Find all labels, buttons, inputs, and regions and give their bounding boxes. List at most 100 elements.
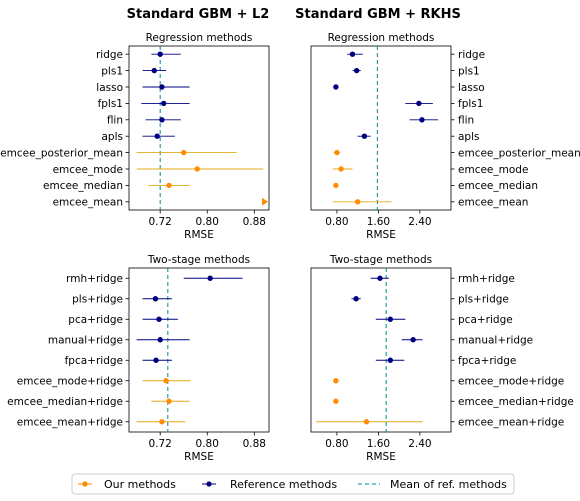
y-tick-label: emcee_mean (458, 197, 528, 209)
data-point (416, 100, 422, 107)
y-tick-label: emcee_median+ridge (7, 396, 123, 408)
panel-title: Two-stage methods (329, 254, 432, 266)
y-tick-label: emcee_median+ridge (458, 396, 574, 408)
y-tick-label: emcee_mean+ridge (458, 417, 564, 429)
data-point (207, 275, 213, 281)
legend-reference-marker (206, 481, 212, 487)
x-tick-label: 1.60 (367, 216, 390, 228)
y-tick-label: emcee_mode+ridge (458, 376, 564, 388)
x-axis-label: RMSE (366, 229, 396, 241)
y-tick-label: emcee_mode+ridge (17, 376, 123, 388)
axes-frame (310, 267, 452, 433)
y-tick-label: pls1 (458, 65, 480, 77)
data-point (151, 67, 157, 74)
x-axis-label: RMSE (184, 451, 214, 463)
panel-bottom-left: Two-stage methods 0.72 0.80 0.88 RMSE rmh+rid… (7, 254, 270, 463)
data-point (153, 357, 159, 363)
y-tick-label: fpls1 (98, 98, 123, 110)
y-tick-label: fpca+ridge (65, 355, 123, 367)
y-tick-label: manual+ridge (48, 335, 123, 347)
x-tick-label: 1.60 (367, 438, 390, 450)
x-axis-label: RMSE (366, 451, 396, 463)
y-tick-label: emcee_mode (458, 164, 528, 176)
panels: Regression methods 0.72 0.80 0.88 RMSE ridge p… (0, 32, 580, 463)
axes-frame (310, 45, 452, 211)
data-point (181, 149, 187, 156)
panel-title: Regression methods (328, 32, 435, 44)
legend-reference-label: Reference methods (230, 478, 337, 491)
data-point (361, 133, 368, 139)
panel-title: Two-stage methods (147, 254, 250, 266)
x-tick-label: 0.80 (196, 216, 219, 228)
y-tick-label: apls (102, 131, 124, 143)
legend-mean-label: Mean of ref. methods (390, 478, 507, 491)
data-point (387, 316, 394, 322)
data-point (157, 337, 163, 343)
panel-top-left: Regression methods 0.72 0.80 0.88 RMSE ridge p… (0, 32, 270, 241)
column-title-left: Standard GBM + L2 (127, 7, 270, 22)
legend-ours-label: Our methods (104, 478, 176, 491)
offscale-marker (262, 197, 268, 206)
data-point (377, 275, 383, 281)
data-point (338, 166, 344, 172)
panel-bottom-right: Two-stage methods 0.80 1.60 2.40 RMSE rmh+rid… (310, 254, 574, 463)
data-point (159, 84, 165, 90)
legend-box (71, 473, 515, 495)
y-tick-label: pca+ridge (458, 314, 513, 326)
x-tick-label: 2.40 (408, 216, 431, 228)
x-tick-label: 2.40 (408, 438, 431, 450)
data-point (166, 182, 172, 189)
legend: Our methods Reference methods Mean of re… (71, 473, 515, 495)
x-tick-label: 0.72 (148, 216, 171, 228)
data-point (194, 166, 200, 172)
data-point (419, 117, 425, 123)
y-tick-label: pls1 (101, 65, 123, 77)
y-tick-label: ridge (458, 49, 485, 61)
y-tick-label: emcee_median (458, 180, 538, 192)
data-point (333, 378, 339, 384)
y-tick-label: emcee_mode (53, 164, 123, 176)
y-tick-label: ridge (96, 49, 123, 61)
y-tick-label: pls+ridge (458, 294, 509, 306)
x-tick-label: 0.80 (325, 216, 348, 228)
panel-title: Regression methods (146, 32, 253, 44)
y-tick-label: emcee_mean (53, 197, 123, 209)
axes-frame (128, 45, 270, 211)
x-tick-label: 0.80 (325, 438, 348, 450)
y-tick-label: rmh+ridge (458, 273, 515, 285)
y-tick-label: emcee_posterior_mean (458, 147, 580, 159)
data-point (353, 67, 360, 74)
y-tick-label: pca+ridge (68, 314, 123, 326)
y-tick-label: lasso (96, 82, 123, 94)
axes-frame (128, 267, 270, 433)
data-point (166, 398, 172, 404)
y-tick-label: fpls1 (458, 98, 483, 110)
data-point (387, 357, 394, 363)
x-tick-label: 0.88 (243, 438, 266, 450)
column-title-right: Standard GBM + RKHS (295, 7, 461, 22)
legend-ours-marker (82, 481, 88, 487)
y-tick-label: apls (458, 131, 480, 143)
data-point (363, 419, 370, 425)
y-tick-label: emcee_median (43, 180, 123, 192)
data-point (333, 398, 339, 404)
y-tick-label: manual+ridge (458, 335, 533, 347)
y-tick-label: emcee_posterior_mean (0, 147, 123, 159)
data-point (333, 182, 339, 189)
x-tick-label: 0.80 (196, 438, 219, 450)
data-point (354, 199, 361, 205)
data-point (353, 296, 359, 302)
x-tick-label: 0.88 (243, 216, 266, 228)
y-tick-label: rmh+ridge (66, 273, 123, 285)
y-tick-label: fpca+ridge (458, 355, 516, 367)
x-tick-label: 0.72 (148, 438, 171, 450)
y-tick-label: flin (107, 115, 123, 127)
y-tick-label: lasso (458, 82, 485, 94)
data-point (349, 51, 356, 57)
data-point (156, 316, 162, 322)
y-tick-label: flin (458, 115, 474, 127)
data-point (333, 84, 339, 90)
data-point (159, 419, 165, 425)
data-point (161, 100, 167, 107)
